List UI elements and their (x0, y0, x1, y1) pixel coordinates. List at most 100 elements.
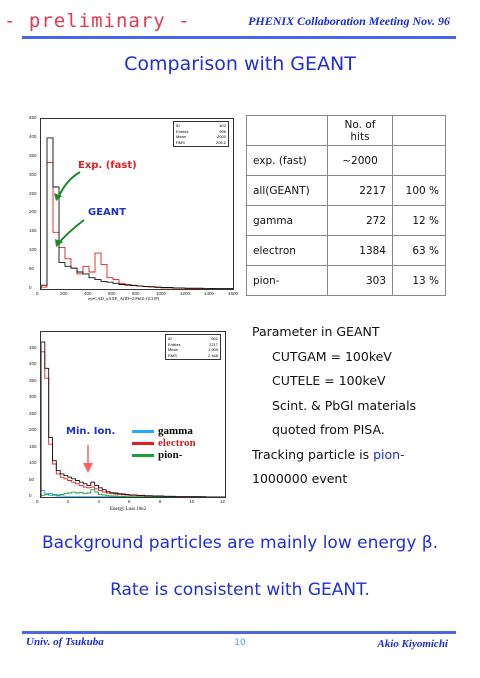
params-heading: Parameter in GEANT (252, 324, 380, 339)
table-cell: 12 % (392, 205, 446, 236)
x-tick-label: 10 (189, 499, 195, 504)
table-row: pion- 303 13 % (246, 265, 446, 296)
preliminary-label: - preliminary - (4, 10, 191, 32)
arrow-geant (57, 219, 85, 245)
stats-row: ID 402 (176, 123, 226, 129)
y-tick-label: 100 (29, 247, 37, 253)
chart-1-stats-box: ID 402 Entries 996 Mean 2000 RMS 205.2 (173, 121, 229, 147)
param-materials: Scint. & PbGl materials (272, 397, 417, 413)
meeting-title: PHENIX Collaboration Meeting Nov. 96 (248, 14, 450, 28)
legend-label-electron: electron (158, 437, 196, 449)
legend-swatch-electron (132, 441, 154, 445)
y-tick-label: 200 (29, 209, 37, 215)
stats-value: 2217 (209, 341, 218, 347)
y-tick-label: 300 (29, 171, 37, 177)
table-cell: electron (246, 235, 328, 266)
x-tick-label: 200 (60, 291, 68, 296)
conclusion-rate: Rate is consistent with GEANT. (110, 580, 370, 600)
table-cell: gamma (246, 205, 328, 236)
y-tick-label: 50 (29, 266, 35, 272)
legend-swatch-gamma (132, 429, 154, 433)
y-tick-label: 350 (29, 377, 37, 383)
chart-1: ID 402 Entries 996 Mean 2000 RMS 205.2 0 200 400 6… (28, 114, 238, 314)
stats-value: 2.468 (207, 352, 218, 358)
x-tick-label: 0 (36, 499, 39, 504)
min-ion-arrow (83, 445, 93, 473)
y-tick-label: 100 (29, 460, 37, 465)
footer-author: Akio Kiyomichi (377, 638, 448, 650)
x-tick-label: 600 (108, 291, 116, 296)
chart-2-series-3 (41, 341, 225, 497)
stats-value: 2000 (217, 134, 226, 139)
stats-value: 402 (219, 123, 226, 128)
tracking-particle: pion- (373, 446, 405, 462)
table-cell: 63 % (392, 235, 446, 266)
x-tick-label: 1400 (204, 291, 215, 296)
legend-pion: pion- (132, 449, 182, 461)
x-tick-label: 12 (220, 499, 226, 504)
table-cell: ~2000 (327, 145, 393, 176)
footer-institution: Univ. of Tsukuba (26, 636, 104, 648)
stats-key: Entries (176, 128, 189, 134)
chart-2-stats-box: ID 602 Entries 2217 Mean 1.909 RMS 2.468 (165, 334, 221, 360)
stats-key: ID (168, 336, 172, 341)
chart-1-series-1 (41, 137, 233, 289)
table-cell (392, 115, 446, 146)
y-tick-label: 150 (29, 228, 37, 234)
table-row: gamma 272 12 % (246, 205, 446, 236)
x-tick-label: 400 (84, 291, 92, 296)
legend-gamma: gamma (132, 425, 193, 437)
y-tick-label: 50 (29, 476, 35, 482)
chart-2-legend: gamma electron pion- (132, 425, 242, 465)
y-tick-label: 400 (29, 133, 37, 139)
stats-row: RMS 2.468 (168, 353, 218, 359)
annotation-exp-fast: Exp. (fast) (78, 160, 137, 171)
annotation-arrows (54, 171, 85, 247)
stats-key: RMS (176, 139, 185, 145)
arrow-exp (57, 171, 81, 199)
chart-2-xlabel: Energy Loss 10e2 (110, 507, 147, 512)
stats-key: RMS (168, 352, 177, 358)
y-tick-label: 0 (29, 285, 32, 290)
table-cell (246, 115, 328, 146)
bottom-divider (22, 631, 456, 634)
table-header-row: No. of hits (246, 115, 446, 146)
stats-row: Entries 996 (176, 129, 226, 135)
x-tick-label: 2 (66, 499, 70, 504)
y-tick-label: 400 (29, 361, 37, 366)
chart-2-frame: ID 602 Entries 2217 Mean 1.909 RMS 2.468 (40, 331, 226, 498)
chart-1-frame: ID 402 Entries 996 Mean 2000 RMS 205.2 (40, 118, 234, 290)
table-cell: 100 % (392, 175, 446, 206)
chart-1-xlabel: eyeCAD_xAXE_A(ID=2:PbGl:GCOP) (88, 296, 160, 301)
geant-parameters: Parameter in GEANT CUTGAM = 100keV CUTEL… (252, 320, 416, 492)
y-tick-label: 450 (29, 115, 37, 120)
page-title: Comparison with GEANT (124, 53, 356, 75)
param-cutele: CUTELE = 100keV (272, 373, 386, 388)
param-events: 1000000 event (252, 471, 348, 486)
annotation-geant: GEANT (88, 207, 126, 218)
legend-label-gamma: gamma (158, 425, 193, 437)
conclusion-background: Background particles are mainly low ener… (41, 533, 439, 553)
x-tick-label: 6 (128, 499, 131, 504)
chart-2-series-0 (41, 489, 225, 497)
table-cell: 272 (327, 205, 393, 236)
table-cell: 1384 (327, 235, 393, 266)
stats-key: ID (176, 123, 180, 128)
x-tick-label: 0 (36, 291, 39, 296)
param-materials-source: quoted from PISA. (272, 422, 385, 437)
chart-2-series-2 (41, 489, 225, 497)
table-cell: 13 % (392, 265, 446, 296)
table-cell: 303 (327, 265, 393, 296)
stats-value: 602 (211, 336, 218, 341)
stats-row: RMS 205.2 (176, 140, 226, 146)
page-number: 10 (234, 638, 246, 648)
annotation-min-ion: Min. Ion. (66, 426, 116, 437)
legend-electron: electron (132, 437, 196, 449)
table-row: exp. (fast) ~2000 (246, 145, 446, 176)
y-tick-label: 250 (29, 190, 37, 196)
stats-value: 205.2 (215, 139, 226, 145)
hits-table: No. of hits exp. (fast) ~2000 all(GEANT)… (246, 115, 446, 296)
y-tick-label: 250 (29, 410, 37, 416)
arrow-geant-head (55, 239, 63, 247)
y-tick-label: 350 (29, 152, 37, 158)
